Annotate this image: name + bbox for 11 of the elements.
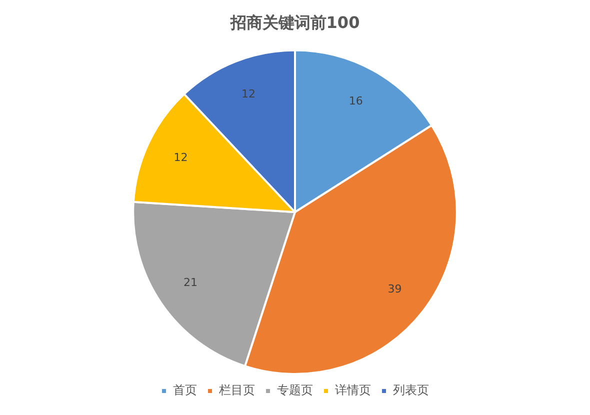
- legend-label: 首页: [173, 383, 197, 398]
- legend-label: 列表页: [393, 383, 429, 398]
- chart-title: 招商关键词前100: [229, 12, 360, 32]
- legend-label: 详情页: [335, 383, 371, 398]
- data-label: 21: [184, 276, 198, 289]
- data-label: 16: [348, 94, 363, 108]
- data-label: 12: [174, 151, 188, 164]
- legend-label: 专题页: [277, 383, 313, 398]
- data-label: 39: [388, 282, 402, 296]
- data-label: 12: [242, 88, 256, 101]
- legend-label: 栏目页: [218, 383, 255, 398]
